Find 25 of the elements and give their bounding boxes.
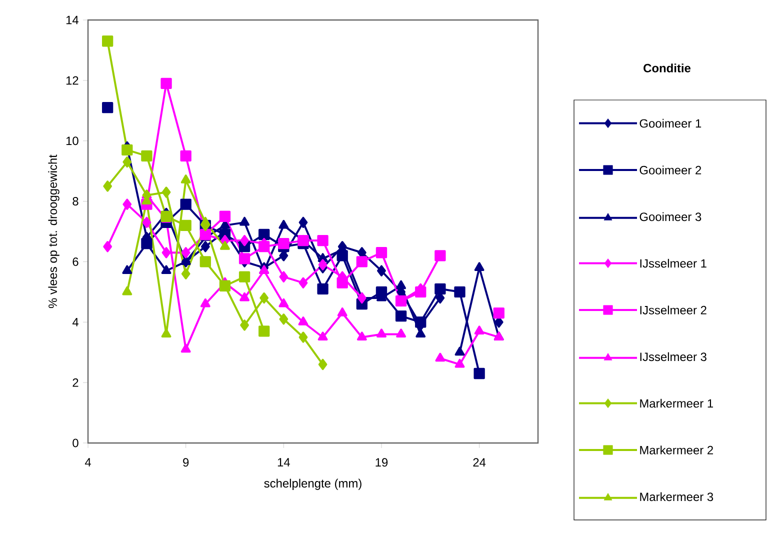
y-tick-label: 0 (72, 438, 78, 448)
x-tick-label: 19 (376, 458, 388, 467)
x-tick-label: 14 (278, 458, 290, 466)
legend-label: Markermeer 1 (640, 398, 713, 408)
legend-label: Markermeer 2 (640, 446, 713, 454)
legend-label: IJsselmeer 2 (640, 306, 706, 314)
y-tick-label: 8 (72, 197, 78, 206)
x-tick-label: 9 (183, 458, 189, 467)
y-tick-label: 4 (72, 318, 78, 326)
x-tick-label: 4 (84, 458, 91, 466)
y-tick-label: 6 (72, 257, 78, 266)
legend-title: Conditie (644, 64, 691, 72)
legend-label: Gooimeer 3 (640, 212, 702, 222)
legend-label: IJsselmeer 1 (640, 258, 706, 268)
x-tick-label: 24 (473, 458, 486, 467)
legend-label: Gooimeer 2 (640, 166, 702, 174)
y-tick-label: 14 (66, 16, 78, 24)
legend-label: IJsselmeer 3 (640, 352, 706, 362)
x-axis-title: schelplengte (mm) (264, 478, 362, 490)
y-axis-title: % vlees op tot. drooggewicht (48, 154, 60, 308)
y-tick-label: 2 (72, 378, 78, 387)
legend-label: Gooimeer 1 (640, 118, 702, 128)
y-tick-label: 12 (66, 76, 78, 85)
legend-label: Markermeer 3 (640, 492, 714, 502)
y-tick-label: 10 (66, 136, 78, 146)
